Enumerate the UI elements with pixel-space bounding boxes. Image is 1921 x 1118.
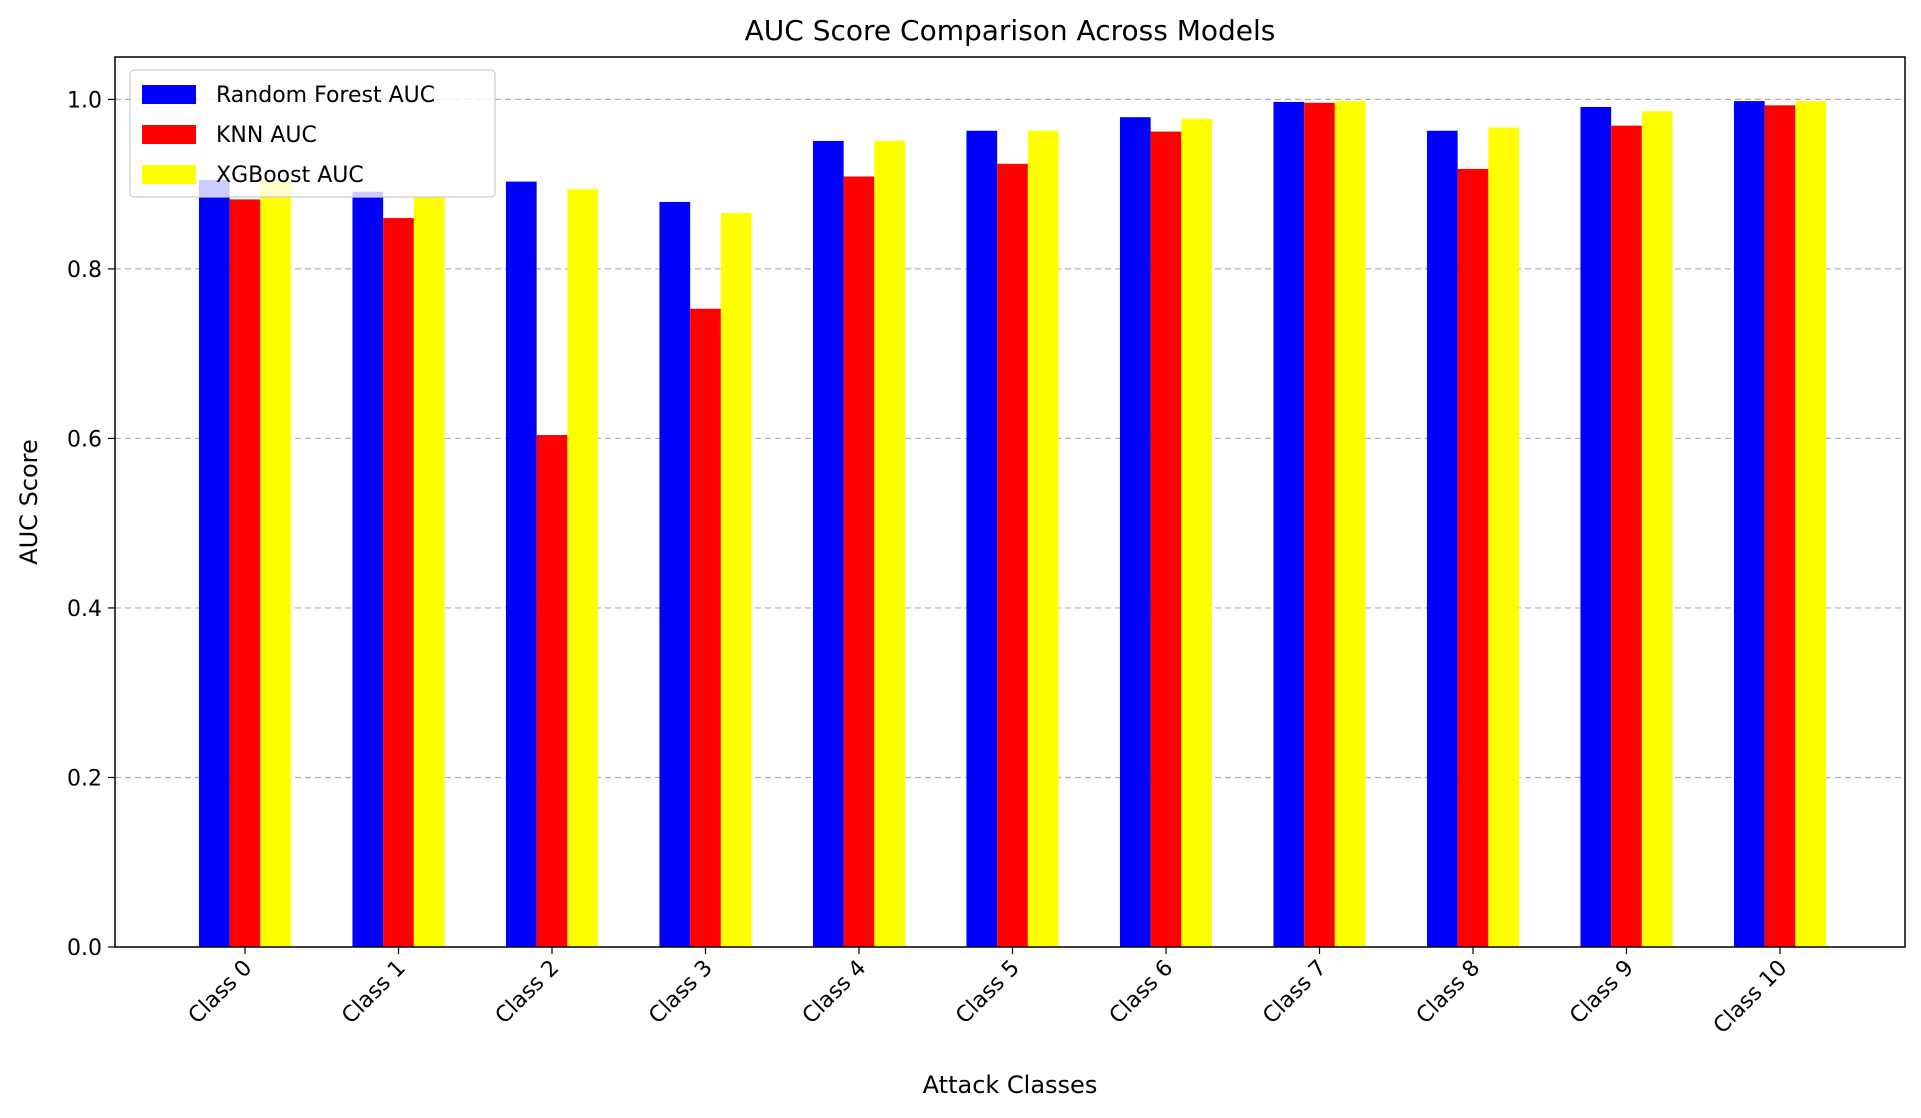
bar-knn-1 <box>383 218 414 948</box>
bar-random-forest-4 <box>812 140 844 947</box>
bar-xgboost-2 <box>567 189 599 947</box>
bar-random-forest-5 <box>966 130 998 947</box>
bar-random-forest-0 <box>198 179 230 947</box>
bar-xgboost-4 <box>874 140 906 947</box>
bar-random-forest-2 <box>505 181 537 948</box>
bar-random-forest-8 <box>1426 130 1458 947</box>
bar-random-forest-1 <box>352 191 384 947</box>
legend-label-random-forest: Random Forest AUC <box>216 83 435 108</box>
bar-knn-6 <box>1150 131 1182 948</box>
bar-knn-10 <box>1764 105 1796 948</box>
bars <box>198 101 1827 948</box>
bar-xgboost-5 <box>1027 130 1059 947</box>
y-tick-label: 0.8 <box>67 258 102 283</box>
legend-swatch-random-forest <box>142 85 196 104</box>
bar-random-forest-9 <box>1580 107 1612 947</box>
bar-knn-3 <box>690 308 721 947</box>
x-axis-label: Attack Classes <box>923 1071 1098 1099</box>
y-tick-label: 0.0 <box>67 936 102 961</box>
bar-random-forest-7 <box>1273 101 1305 947</box>
y-tick-label: 0.6 <box>67 427 102 452</box>
bar-random-forest-10 <box>1733 101 1765 948</box>
bar-knn-8 <box>1457 168 1489 947</box>
legend-box <box>129 69 496 198</box>
bar-random-forest-3 <box>659 201 691 947</box>
legend-swatch-knn <box>142 125 196 144</box>
plot-area-frame <box>114 56 1906 948</box>
y-axis-label: AUC Score <box>15 439 43 565</box>
legend-label-xgboost: XGBoost AUC <box>216 163 364 188</box>
bar-knn-0 <box>229 199 261 947</box>
bar-knn-7 <box>1304 102 1335 948</box>
chart-title: AUC Score Comparison Across Models <box>745 14 1276 47</box>
bar-knn-4 <box>843 176 875 947</box>
bar-xgboost-0 <box>260 179 292 947</box>
bar-xgboost-3 <box>720 212 752 947</box>
bar-xgboost-8 <box>1488 127 1520 948</box>
bar-xgboost-9 <box>1641 111 1673 947</box>
y-axis-ticks: 0.0 0.2 0.4 0.6 0.8 1.0 <box>67 88 115 961</box>
bar-xgboost-1 <box>413 196 445 947</box>
y-tick-label: 0.4 <box>67 597 102 622</box>
bar-knn-5 <box>997 163 1028 948</box>
y-tick-label: 0.2 <box>67 766 102 791</box>
legend-label-knn: KNN AUC <box>216 123 317 148</box>
bar-knn-2 <box>536 435 568 947</box>
legend-swatch-xgboost <box>142 165 196 184</box>
legend: Random Forest AUC KNN AUC XGBoost AUC <box>129 69 496 198</box>
y-tick-label: 1.0 <box>67 88 102 113</box>
bar-xgboost-7 <box>1334 101 1366 948</box>
bar-random-forest-6 <box>1119 117 1151 947</box>
bar-knn-9 <box>1611 125 1642 947</box>
bar-xgboost-10 <box>1795 101 1827 948</box>
bar-xgboost-6 <box>1181 118 1213 947</box>
